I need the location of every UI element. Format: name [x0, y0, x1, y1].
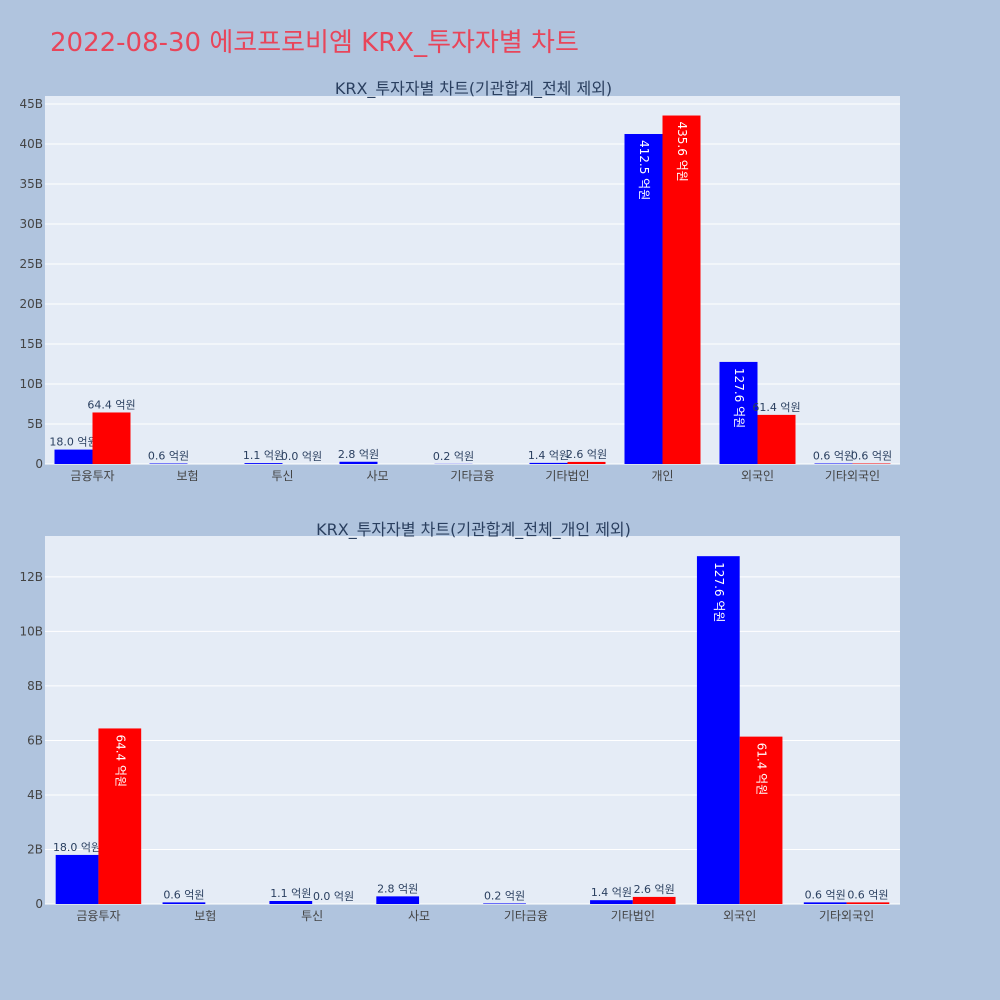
bar: [54, 449, 93, 464]
chart-title: KRX_투자자별 차트(기관합계_전체_개인 제외): [316, 520, 631, 540]
bar: [662, 115, 701, 465]
x-tick-label: 기타법인: [545, 469, 589, 483]
data-label: 1.4 억원: [591, 886, 632, 899]
x-tick-label: 사모: [366, 469, 388, 483]
x-tick-label: 기타금융: [504, 909, 548, 923]
data-label: 0.6 억원: [851, 450, 892, 463]
data-label: 2.8 억원: [338, 448, 379, 461]
bar: [269, 901, 313, 904]
data-label: 61.4 억원: [755, 743, 769, 796]
data-label: 18.0 억원: [49, 436, 97, 449]
x-tick-label: 기타법인: [611, 909, 655, 923]
y-tick-label: 10B: [19, 377, 43, 391]
bar: [376, 896, 420, 904]
bar: [98, 728, 142, 904]
data-label: 1.1 억원: [243, 449, 284, 462]
data-label: 18.0 억원: [53, 841, 101, 854]
data-label: 2.6 억원: [566, 448, 607, 461]
data-label: 0.6 억원: [163, 888, 204, 901]
data-label: 0.6 억원: [847, 888, 888, 901]
y-tick-label: 20B: [19, 297, 43, 311]
bar: [483, 903, 526, 904]
x-tick-label: 보험: [176, 469, 198, 483]
x-tick-label: 투신: [301, 909, 323, 923]
bar: [719, 361, 758, 464]
bar: [632, 896, 676, 904]
x-tick-label: 외국인: [723, 909, 756, 923]
data-label: 1.1 억원: [270, 887, 311, 900]
y-tick-label: 5B: [27, 417, 43, 431]
data-label: 435.6 억원: [675, 122, 689, 182]
bar: [55, 854, 99, 904]
y-tick-label: 0: [35, 457, 43, 471]
data-label: 64.4 억원: [87, 398, 135, 411]
data-label: 0.2 억원: [433, 450, 474, 463]
page-title: 2022-08-30 에코프로비엠 KRX_투자자별 차트: [50, 28, 579, 58]
y-tick-label: 4B: [27, 788, 43, 802]
y-tick-label: 25B: [19, 257, 43, 271]
y-tick-label: 35B: [19, 177, 43, 191]
x-tick-label: 기타외국인: [819, 909, 874, 923]
y-tick-label: 6B: [27, 733, 43, 747]
y-tick-label: 2B: [27, 842, 43, 856]
bar: [846, 902, 890, 904]
x-tick-label: 보험: [194, 909, 216, 923]
y-tick-label: 40B: [19, 137, 43, 151]
data-label: 0.2 억원: [484, 889, 525, 902]
bar: [162, 902, 206, 904]
x-tick-label: 금융투자: [70, 469, 114, 483]
y-tick-label: 8B: [27, 679, 43, 693]
data-label: 0.6 억원: [813, 450, 854, 463]
chart-title: KRX_투자자별 차트(기관합계_전체 제외): [335, 79, 612, 99]
data-label: 0.6 억원: [148, 450, 189, 463]
data-label: 64.4 억원: [113, 734, 127, 787]
x-tick-label: 투신: [271, 469, 293, 483]
data-label: 127.6 억원: [712, 562, 726, 622]
data-label: 127.6 억원: [732, 368, 746, 428]
y-tick-label: 10B: [19, 624, 43, 638]
data-label: 0.0 억원: [281, 450, 322, 463]
y-tick-label: 0: [35, 897, 43, 911]
data-label: 61.4 억원: [752, 401, 800, 414]
x-tick-label: 외국인: [741, 469, 774, 483]
bar: [624, 134, 663, 464]
data-label: 2.6 억원: [634, 883, 675, 896]
x-tick-label: 금융투자: [76, 909, 120, 923]
x-tick-label: 개인: [651, 469, 673, 483]
bar: [529, 462, 568, 464]
y-tick-label: 12B: [19, 570, 43, 584]
bar: [590, 900, 633, 904]
bar: [696, 556, 740, 904]
data-label: 2.8 억원: [377, 882, 418, 895]
bar: [757, 414, 796, 464]
x-tick-label: 사모: [408, 909, 430, 923]
data-label: 0.0 억원: [313, 890, 354, 903]
y-tick-label: 30B: [19, 217, 43, 231]
x-tick-label: 기타금융: [450, 469, 494, 483]
bar: [739, 736, 783, 904]
x-tick-label: 기타외국인: [825, 469, 880, 483]
data-label: 412.5 억원: [637, 140, 651, 200]
bar: [567, 461, 606, 464]
data-label: 1.4 억원: [528, 449, 569, 462]
bar: [803, 902, 847, 904]
bar: [339, 461, 378, 464]
data-label: 0.6 억원: [805, 888, 846, 901]
y-tick-label: 15B: [19, 337, 43, 351]
bar: [92, 412, 131, 464]
bar: [244, 463, 283, 464]
y-tick-label: 45B: [19, 97, 43, 111]
